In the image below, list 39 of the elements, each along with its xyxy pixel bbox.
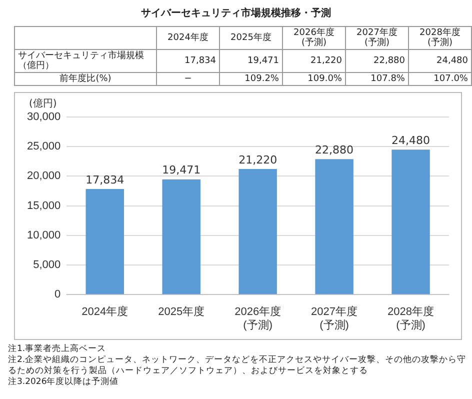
data-label: 24,480 xyxy=(392,134,430,148)
y-axis-title: (億円) xyxy=(29,98,57,110)
category-label: 2025年度 xyxy=(230,33,272,43)
y-tick-label: 5,000 xyxy=(33,259,61,272)
data-label: 22,880 xyxy=(315,144,354,157)
x-tick-label: 2025年度 xyxy=(158,305,205,318)
category-label: 2024年度 xyxy=(168,33,208,43)
text: 注2.企業や組織のコンピュータ、ネットワーク、データなどを不正アクセスやサイバー攻撃、その他の攻撃から守るための対策を行う製品（ハードウェア／ソフトウェア）、およびサービスを対象とする xyxy=(8,355,468,376)
text: 前年度比(%) xyxy=(14,72,156,86)
category-label: 2028年度 (予測) xyxy=(420,28,460,48)
y-tick-label: 30,000 xyxy=(26,111,61,124)
text: 22,880 xyxy=(374,56,405,66)
text: 注3.2026年度以降は予測値 xyxy=(8,377,120,388)
text: − xyxy=(156,72,220,86)
data-label: 19,471 xyxy=(162,164,201,177)
text: 109.2% xyxy=(220,72,282,86)
text: 24,480 xyxy=(436,56,468,66)
x-tick-label: 2027年度 (予測) xyxy=(311,305,358,332)
text: 17,834 xyxy=(184,56,216,66)
y-tick-label: 25,000 xyxy=(26,140,61,153)
category-label: 2026年度 (予測) xyxy=(294,28,334,48)
x-tick-label: 2026年度 (予測) xyxy=(234,305,282,332)
text: サイバーセキュリティ市場規模（億円） xyxy=(14,50,156,72)
data-label: 17,834 xyxy=(86,173,124,186)
text: 21,220 xyxy=(310,56,342,66)
y-tick-label: 15,000 xyxy=(26,200,61,212)
x-tick-label: 2028年度 (予測) xyxy=(388,305,434,332)
category-label: 2027年度 (予測) xyxy=(356,28,398,48)
text: 注1.事業者売上高ベース xyxy=(8,344,108,355)
text: 107.8% xyxy=(346,72,408,86)
y-tick-label: 0 xyxy=(54,288,61,301)
chart-title: サイバーセキュリティ市場規模推移・予測 xyxy=(140,6,332,20)
text: 107.0% xyxy=(408,72,472,86)
text: 109.0% xyxy=(282,72,346,86)
text: 19,471 xyxy=(248,56,279,66)
y-tick-label: 20,000 xyxy=(26,170,61,182)
data-label: 21,220 xyxy=(238,153,278,166)
x-tick-label: 2024年度 xyxy=(82,305,128,318)
y-tick-label: 10,000 xyxy=(26,229,61,242)
